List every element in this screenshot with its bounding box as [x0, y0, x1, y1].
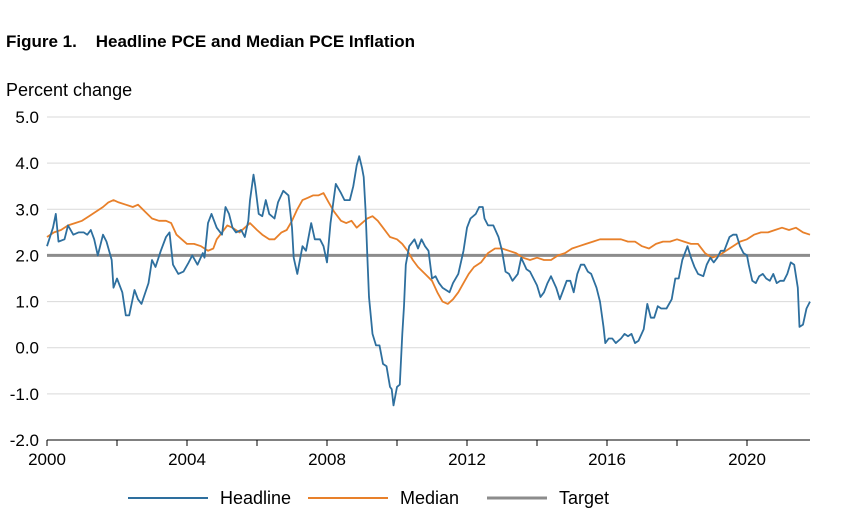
legend-label-target: Target: [559, 488, 609, 508]
y-axis-ticks: -2.0 -1.0 0.0 1.0 2.0 3.0 4.0 5.0: [10, 108, 39, 450]
y-tick-label: 1.0: [15, 293, 39, 312]
x-tick-label: 2016: [588, 450, 626, 469]
y-tick-label: -1.0: [10, 385, 39, 404]
x-tick-label: 2012: [448, 450, 486, 469]
x-axis-ticks: 2000 2004 2008 2012 2016 2020: [28, 440, 766, 469]
x-tick-label: 2020: [728, 450, 766, 469]
x-tick-label: 2004: [168, 450, 206, 469]
series-lines: [46, 155, 811, 407]
chart-title: Figure 1. Headline PCE and Median PCE In…: [6, 32, 416, 51]
y-tick-label: 0.0: [15, 339, 39, 358]
y-tick-label: 5.0: [15, 108, 39, 127]
series-line-headline: [46, 155, 811, 407]
legend: Headline Median Target: [128, 488, 609, 508]
x-tick-label: 2000: [28, 450, 66, 469]
legend-label-median: Median: [400, 488, 459, 508]
series-line-median: [46, 192, 811, 305]
y-tick-label: -2.0: [10, 431, 39, 450]
y-axis-label: Percent change: [6, 80, 132, 100]
y-tick-label: 3.0: [15, 200, 39, 219]
y-tick-label: 4.0: [15, 154, 39, 173]
x-tick-label: 2008: [308, 450, 346, 469]
y-tick-label: 2.0: [15, 246, 39, 265]
legend-label-headline: Headline: [220, 488, 291, 508]
